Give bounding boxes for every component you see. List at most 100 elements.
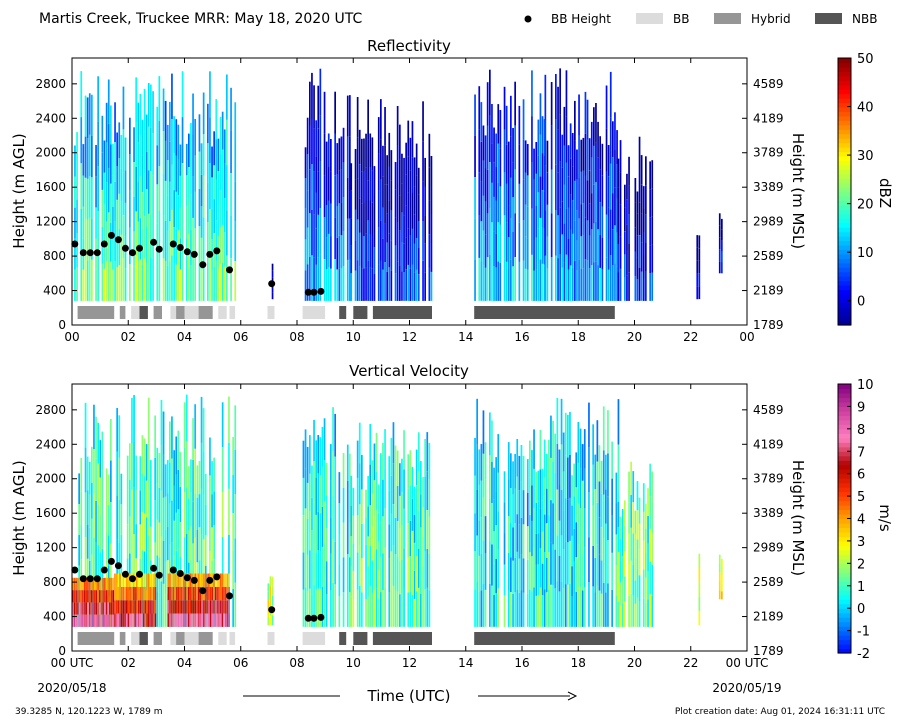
- echo-column-segment: [422, 261, 424, 301]
- echo-column-segment: [82, 269, 85, 301]
- echo-column-segment: [636, 279, 639, 301]
- echo-column-segment: [424, 476, 426, 515]
- rain-column-segment: [154, 573, 157, 587]
- bb-height-point: [226, 266, 233, 274]
- echo-column-segment: [493, 563, 495, 595]
- echo-column-segment: [616, 266, 618, 301]
- echo-column-segment: [169, 503, 171, 545]
- echo-column-segment: [160, 400, 163, 446]
- echo-column-segment: [166, 195, 169, 231]
- echo-column-segment: [569, 540, 571, 584]
- echo-column-segment: [171, 542, 173, 585]
- echo-column-segment: [390, 589, 393, 627]
- echo-column-segment: [474, 94, 476, 136]
- colorbar-tick-label: 6: [857, 468, 865, 483]
- rain-column-segment: [211, 600, 213, 614]
- echo-column-segment: [209, 71, 211, 118]
- echo-column-segment: [698, 610, 701, 626]
- echo-column-segment: [396, 485, 399, 522]
- bb-height-point: [190, 576, 198, 584]
- rain-column-segment: [174, 586, 176, 601]
- echo-column-segment: [578, 177, 580, 219]
- echo-column-segment: [129, 227, 131, 265]
- reflectivity-y2label: Height (m MSL): [789, 133, 807, 249]
- echo-column-segment: [377, 569, 380, 599]
- echo-column-segment: [334, 584, 336, 627]
- echo-column-segment: [101, 115, 104, 153]
- echo-column-segment: [118, 415, 121, 458]
- echo-column-segment: [190, 492, 192, 527]
- echo-column-segment: [499, 148, 502, 187]
- rain-column-segment: [82, 602, 84, 615]
- echo-column-segment: [169, 221, 171, 262]
- echo-column-segment: [181, 163, 184, 209]
- echo-column-segment: [223, 129, 226, 164]
- echo-column-segment: [369, 200, 372, 234]
- bb-height-point: [150, 564, 158, 572]
- echo-column-segment: [484, 442, 487, 480]
- colorbar-segment: [838, 262, 851, 268]
- echo-column-segment: [718, 554, 721, 564]
- echo-column-segment: [401, 526, 403, 560]
- echo-column-segment: [619, 604, 622, 627]
- echo-column-segment: [486, 213, 489, 258]
- echo-column-segment: [129, 516, 131, 554]
- echo-column-segment: [493, 196, 495, 232]
- colorbar-segment: [838, 293, 851, 299]
- rain-column-segment: [169, 613, 171, 627]
- echo-column-segment: [555, 255, 557, 301]
- echo-column-segment: [177, 548, 180, 588]
- echo-column-segment: [124, 235, 127, 269]
- echo-column-segment: [166, 460, 169, 494]
- echo-column-segment: [91, 136, 93, 178]
- echo-column-segment: [593, 107, 595, 146]
- echo-column-segment: [638, 523, 641, 550]
- echo-column-segment: [171, 416, 173, 459]
- echo-column-segment: [200, 143, 203, 175]
- colorbar-segment: [838, 482, 851, 488]
- colorbar-segment: [838, 576, 851, 582]
- echo-column-segment: [110, 502, 112, 544]
- echo-column-segment: [546, 236, 549, 269]
- rain-column-segment: [189, 600, 192, 614]
- echo-column-segment: [91, 218, 93, 260]
- echo-column-segment: [313, 171, 315, 215]
- echo-column-segment: [143, 216, 146, 259]
- echo-column-segment: [228, 396, 230, 443]
- echo-column-segment: [352, 515, 355, 544]
- echo-column-segment: [586, 180, 589, 221]
- echo-column-segment: [526, 175, 529, 207]
- echo-column-segment: [330, 236, 332, 269]
- echo-column-segment: [417, 221, 420, 248]
- rain-column-segment: [194, 613, 197, 627]
- echo-column-segment: [405, 174, 407, 206]
- echo-column-segment: [718, 249, 721, 262]
- rain-column-segment: [201, 600, 203, 614]
- echo-column-segment: [645, 272, 647, 301]
- echo-column-segment: [634, 178, 637, 203]
- echo-column-segment: [649, 529, 651, 562]
- echo-column-segment: [514, 488, 516, 524]
- echo-column-segment: [200, 488, 203, 535]
- vertical-velocity-panel: Vertical Velocity 00 UTC 02 04 06 08 10 12 14 16…: [10, 362, 894, 670]
- echo-column-segment: [636, 213, 639, 236]
- bb-height-point: [155, 245, 163, 253]
- echo-column-segment: [349, 136, 351, 178]
- echo-column-segment: [411, 498, 414, 531]
- colorbar-segment: [838, 469, 851, 475]
- echo-column-segment: [482, 160, 485, 196]
- rain-column-segment: [85, 602, 87, 615]
- echo-column-segment: [493, 595, 495, 627]
- echo-column-segment: [624, 254, 626, 278]
- echo-column-segment: [346, 590, 349, 627]
- echo-column-segment: [131, 443, 133, 490]
- echo-column-segment: [514, 125, 516, 170]
- echo-column-segment: [619, 538, 622, 561]
- reflectivity-echo-layer: [74, 68, 723, 301]
- echo-column-segment: [539, 176, 542, 218]
- echo-column-segment: [338, 472, 341, 504]
- rain-column-segment: [102, 614, 104, 627]
- echo-column-segment: [554, 433, 556, 473]
- echo-column-segment: [202, 175, 205, 218]
- rain-column-segment: [214, 613, 217, 627]
